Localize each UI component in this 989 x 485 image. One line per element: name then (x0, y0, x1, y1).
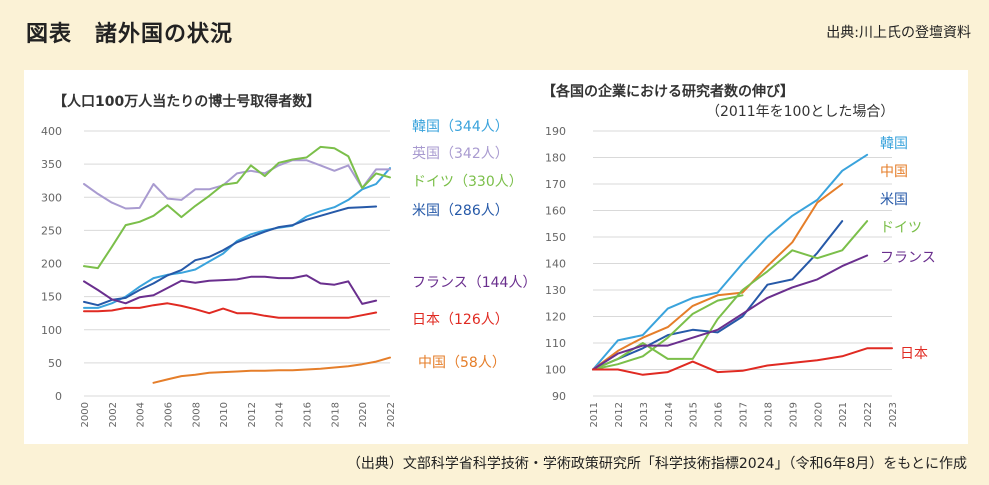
legend-label-韓国: 韓国（344人） (412, 119, 509, 135)
x-tick-label: 2012 (247, 402, 258, 427)
x-tick-label: 2018 (330, 402, 341, 427)
y-tick-label: 190 (545, 125, 566, 138)
x-tick-label: 2000 (80, 402, 91, 427)
x-tick-label: 2013 (639, 402, 650, 427)
x-tick-label: 2022 (386, 402, 397, 427)
chart-title: 【人口100万人当たりの博士号取得者数】 (53, 93, 320, 110)
legend-label-ドイツ: ドイツ（330人） (412, 174, 523, 190)
y-tick-label: 90 (552, 390, 566, 403)
y-tick-label: 100 (41, 324, 62, 337)
x-tick-label: 2018 (763, 402, 774, 427)
x-tick-label: 2020 (358, 402, 369, 427)
footer-citation: （出典）文部科学省科学技術・学術政策研究所「科学技術指標2024」（令和6年8月… (346, 456, 967, 472)
legend-label-米国: 米国（286人） (412, 203, 509, 219)
series-line-ドイツ推移2 (592, 294, 744, 371)
legend-label-米国: 米国 (880, 192, 908, 208)
y-tick-label: 400 (41, 125, 62, 138)
x-tick-label: 2023 (888, 402, 899, 427)
series-line-英国 (83, 159, 391, 210)
series-line-日本 (83, 302, 378, 319)
y-tick-label: 300 (41, 191, 62, 204)
x-tick-label: 2016 (303, 402, 314, 427)
x-tick-label: 2006 (163, 402, 174, 427)
series-line-ドイツ (592, 220, 869, 371)
x-tick-label: 2016 (714, 402, 725, 427)
series-line-フランス (83, 274, 378, 305)
y-tick-label: 110 (545, 337, 566, 350)
legend-label-英国: 英国（342人） (412, 145, 509, 162)
x-tick-label: 2019 (788, 402, 799, 427)
x-tick-label: 2011 (589, 402, 600, 427)
y-tick-label: 350 (41, 158, 62, 171)
y-tick-label: 0 (55, 390, 62, 403)
legend-label-ドイツ: ドイツ (880, 220, 922, 236)
y-tick-label: 170 (545, 178, 566, 191)
series-line-中国 (152, 356, 391, 384)
legend-label-フランス: フランス (880, 250, 936, 266)
y-tick-label: 130 (545, 284, 566, 297)
y-tick-label: 50 (48, 357, 62, 370)
x-tick-label: 2008 (191, 402, 202, 427)
series-line-韓国 (592, 153, 869, 371)
series-line-米国 (83, 205, 378, 307)
y-tick-label: 150 (545, 231, 566, 244)
legend-label-日本: 日本 (900, 346, 928, 362)
x-tick-label: 2002 (108, 402, 119, 427)
y-tick-label: 180 (545, 152, 566, 165)
y-tick-label: 150 (41, 291, 62, 304)
series-line-ドイツ (83, 145, 391, 270)
series-line-米国 (592, 220, 844, 371)
series-line-韓国 (83, 167, 391, 309)
x-tick-label: 2021 (838, 402, 849, 427)
y-tick-label: 200 (41, 258, 62, 271)
legend-label-中国: 中国（58人） (418, 355, 506, 371)
x-tick-label: 2015 (689, 402, 700, 427)
x-tick-label: 2022 (863, 402, 874, 427)
legend-label-中国: 中国 (880, 164, 908, 180)
y-tick-label: 100 (545, 364, 566, 377)
series-line-フランス (592, 254, 869, 371)
x-tick-label: 2012 (614, 402, 625, 427)
page-title: 図表 諸外国の状況 (26, 22, 234, 47)
source-credit: 出典:川上氏の登壇資料 (826, 25, 971, 41)
chart-title: 【各国の企業における研究者数の伸び】 (542, 83, 794, 100)
series-line-日本 (592, 347, 893, 376)
chart-subtitle: （2011年を100とした場合） (706, 104, 894, 120)
legend-label-フランス: フランス（144人） (412, 275, 536, 291)
series-line-中国 (592, 183, 844, 371)
y-tick-label: 140 (545, 258, 566, 271)
x-tick-label: 2014 (664, 402, 675, 427)
x-tick-label: 2010 (219, 402, 230, 427)
legend-label-日本: 日本（126人） (412, 312, 509, 328)
x-tick-label: 2014 (275, 402, 286, 427)
x-tick-label: 2020 (813, 402, 824, 427)
y-tick-label: 250 (41, 224, 62, 237)
y-tick-label: 160 (545, 205, 566, 218)
x-tick-label: 2017 (739, 402, 750, 427)
y-tick-label: 120 (545, 311, 566, 324)
x-tick-label: 2004 (136, 402, 147, 427)
legend-label-韓国: 韓国 (880, 136, 908, 152)
